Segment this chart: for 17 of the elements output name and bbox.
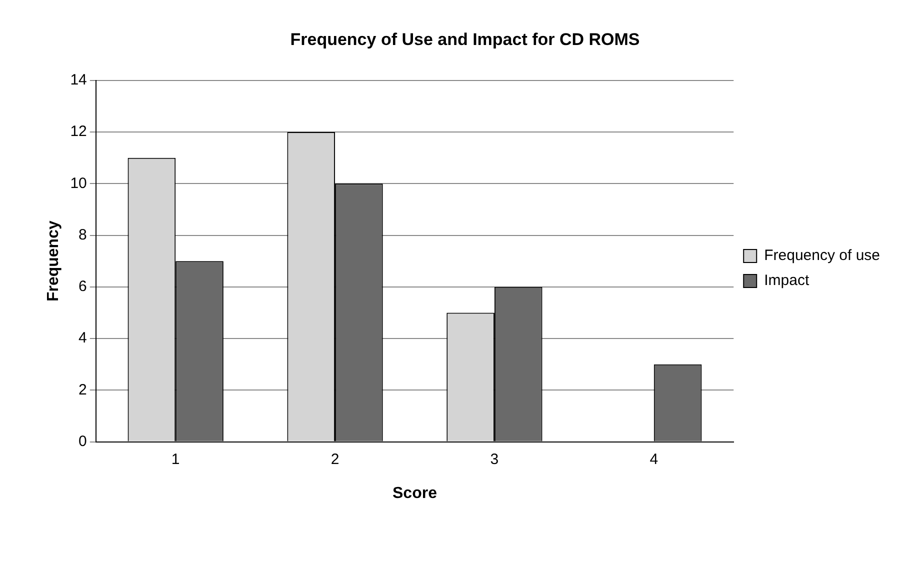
chart-title: Frequency of Use and Impact for CD ROMS: [290, 30, 640, 49]
x-tick-label: 3: [490, 450, 499, 468]
x-tick-label: 2: [330, 450, 340, 468]
y-tick-label: 14: [70, 72, 87, 89]
y-axis-title: Frequency: [45, 220, 62, 302]
x-tick-label: 1: [171, 450, 180, 468]
y-tick-label: 6: [78, 278, 87, 296]
legend-label: Impact: [764, 272, 810, 290]
y-tick-label: 10: [70, 174, 87, 192]
x-axis-title: Score: [392, 484, 438, 502]
y-tick-label: 12: [70, 123, 87, 140]
y-tick-label: 8: [78, 226, 87, 244]
y-tick-label: 2: [78, 381, 87, 398]
y-tick-label: 4: [78, 330, 87, 347]
x-tick-label: 4: [650, 450, 658, 468]
y-tick-label: 0: [78, 432, 87, 450]
legend-label: Frequency of use: [764, 247, 880, 264]
